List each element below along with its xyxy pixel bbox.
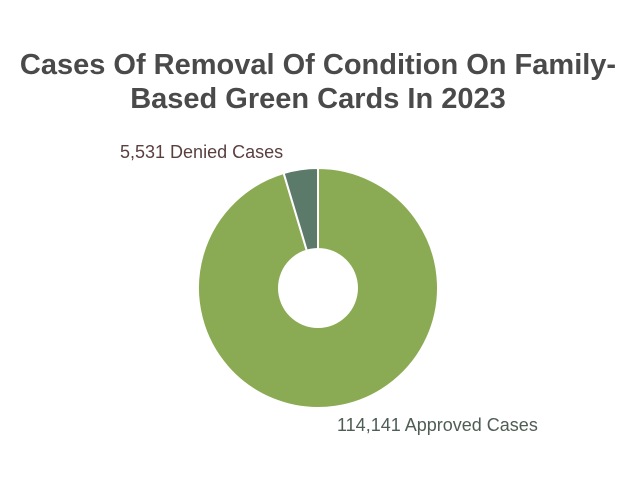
slice-label-approved: 114,141 Approved Cases — [337, 415, 538, 435]
donut-hole — [278, 248, 358, 328]
slice-label-denied: 5,531 Denied Cases — [120, 142, 283, 162]
chart-title-line-1: Cases Of Removal Of Condition On Family- — [19, 49, 617, 81]
chart-title: Cases Of Removal Of Condition On Family-… — [0, 48, 636, 116]
chart-title-line-2: Based Green Cards In 2023 — [130, 83, 506, 115]
